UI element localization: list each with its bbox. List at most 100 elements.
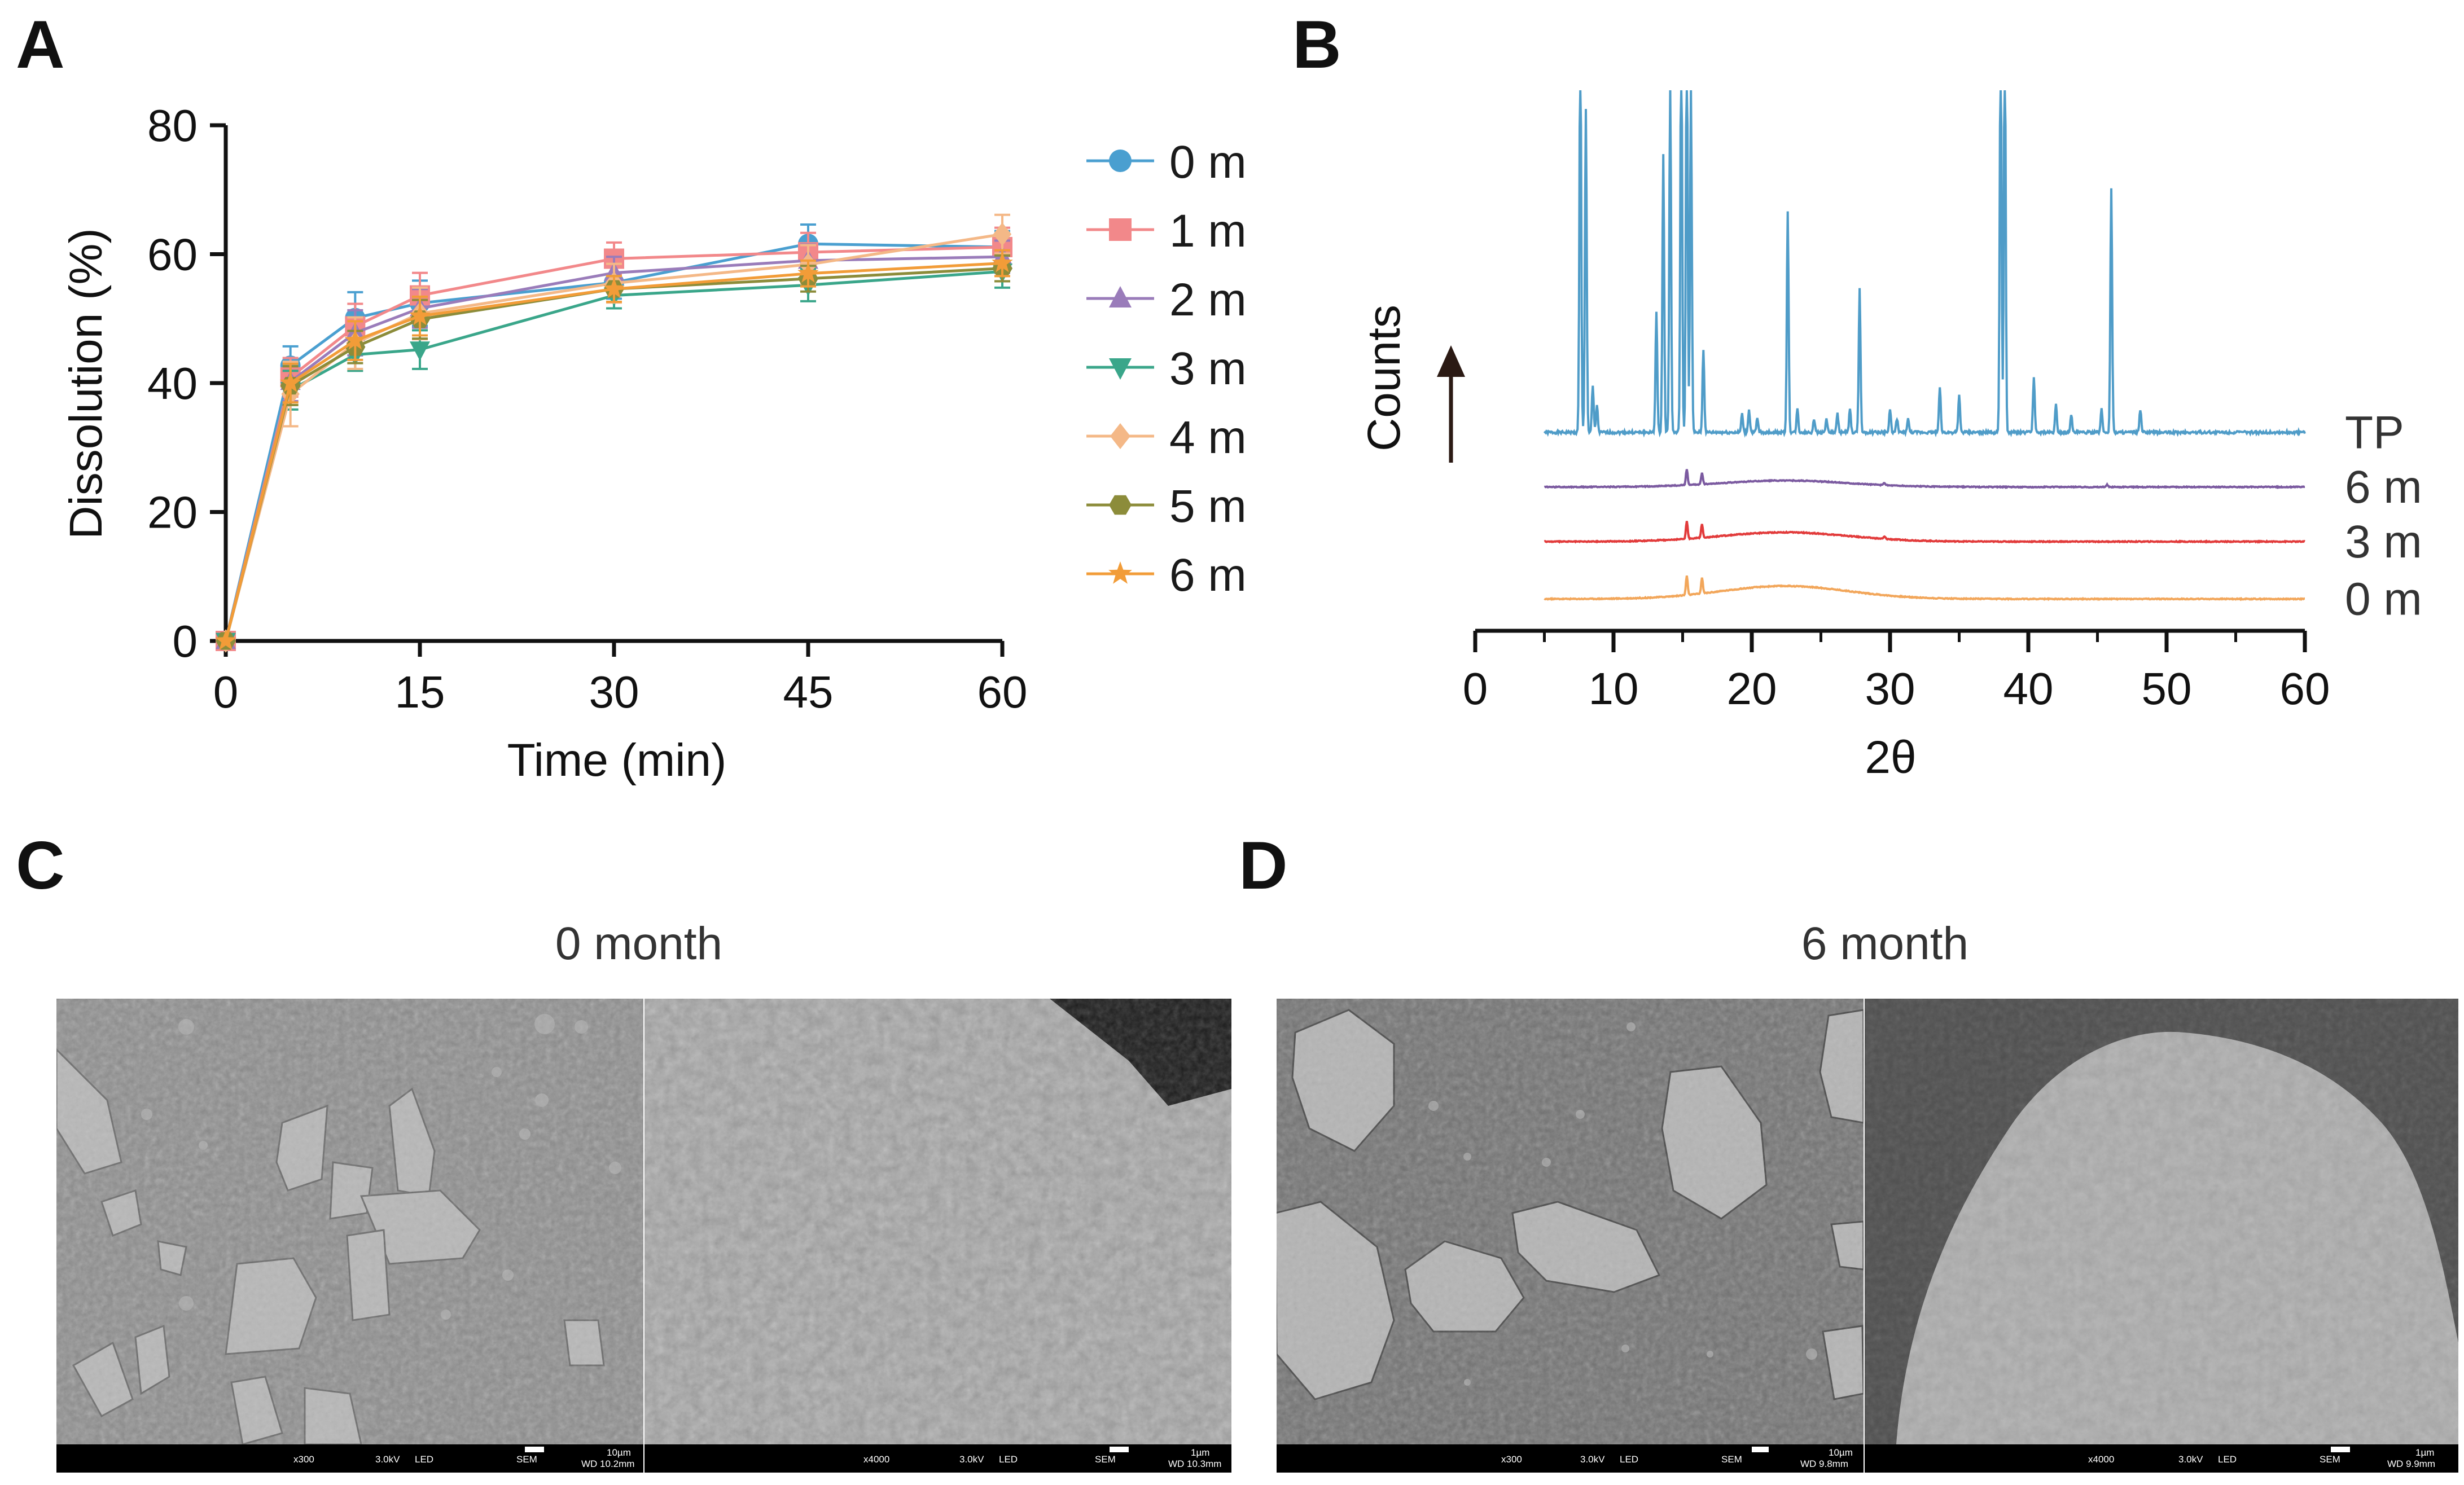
sem-mode-d-right: LED [2218, 1454, 2237, 1465]
legend-marker [1109, 286, 1132, 307]
data-point [993, 222, 1012, 246]
panel-letter-a: A [16, 7, 65, 82]
legend-marker [1109, 218, 1132, 241]
y-tick-label-a: 20 [147, 487, 198, 538]
pattern-label: 0 m [2345, 574, 2422, 625]
x-tick-label-a: 60 [977, 667, 1028, 717]
xrd-chart: 2θ Counts 0 10 20 30 40 50 60 TP6 m3 m 0 m [1358, 90, 2422, 783]
sem-det-d-left: SEM [1721, 1454, 1742, 1465]
xrd-line [1544, 469, 2305, 490]
sem-det-c-right: SEM [1095, 1454, 1116, 1465]
series-6-m [215, 249, 1013, 650]
sem-info-bar-d-left: x300 3.0kV LED SEM 10µm WD 9.8mm [1277, 1444, 1864, 1473]
sem-info-bar-c-right: x4000 3.0kV LED SEM 1µm WD 10.3mm [645, 1444, 1231, 1473]
x-tick-label-a: 45 [783, 667, 834, 717]
sem-mode-d-left: LED [1620, 1454, 1638, 1465]
sem-mag-d-right: x4000 [2088, 1454, 2114, 1465]
legend-item-0-m: 0 m [1086, 137, 1247, 188]
sem-mag-c-left: x300 [293, 1454, 314, 1465]
legend-marker [1109, 150, 1132, 172]
panel-letter-b: B [1292, 7, 1341, 82]
sem-mode-c-right: LED [999, 1454, 1018, 1465]
legend-label: 5 m [1169, 481, 1247, 532]
y-tick-label-a: 60 [147, 230, 198, 280]
sem-image-0-month-low-mag [56, 999, 643, 1444]
pattern-label: TP [2345, 407, 2404, 458]
data-point [409, 305, 431, 326]
sem-info-bar-c-left: x300 3.0kV LED SEM 10µm WD 10.2mm [56, 1444, 643, 1473]
sem-wd-d-right: WD 9.9mm [2387, 1458, 2435, 1469]
x-tick-label-b: 40 [2003, 664, 2054, 714]
sem-kv-d-left: 3.0kV [1580, 1454, 1605, 1465]
y-axis-label-b: Counts [1358, 305, 1410, 451]
legend-label: 6 m [1169, 550, 1247, 601]
counts-arrow [1437, 345, 1465, 463]
legend-marker [1108, 561, 1132, 584]
panel-c-title: 0 month [555, 918, 722, 969]
x-tick-label-b: 30 [1865, 664, 1915, 714]
data-point [797, 262, 819, 283]
legend-marker [1109, 495, 1132, 515]
scale-bar-d-left [1752, 1447, 1769, 1452]
panel-d-title: 6 month [1801, 918, 1968, 969]
sem-wd-c-right: WD 10.3mm [1168, 1458, 1221, 1469]
legend-item-3-m: 3 m [1086, 343, 1247, 394]
legend-item-2-m: 2 m [1086, 274, 1247, 326]
sem-kv-d-right: 3.0kV [2178, 1454, 2203, 1465]
x-tick-label-b: 50 [2142, 664, 2192, 714]
legend-label: 2 m [1169, 274, 1247, 326]
series-line [224, 267, 1003, 642]
pattern-label: 6 m [2345, 462, 2422, 513]
y-tick-label-a: 80 [147, 100, 198, 151]
legend-marker [1110, 423, 1130, 449]
y-tick-label-a: 40 [147, 358, 198, 408]
scale-bar-c-right [1110, 1447, 1129, 1452]
x-tick-label-a: 15 [395, 667, 445, 717]
data-point [410, 341, 430, 361]
sem-kv-c-left: 3.0kV [375, 1454, 400, 1465]
panel-letter-c: C [16, 828, 65, 903]
data-point [215, 630, 236, 650]
sem-mag-c-right: x4000 [863, 1454, 889, 1465]
x-tick-label-b: 10 [1589, 664, 1639, 714]
sem-scale-d-right: 1µm [2415, 1447, 2434, 1458]
sem-scale-d-left: 10µm [1829, 1447, 1853, 1458]
x-tick-label-b: 20 [1727, 664, 1777, 714]
sem-scale-c-left: 10µm [607, 1447, 631, 1458]
xrd-line [1543, 90, 2306, 438]
xrd-line [1544, 521, 2305, 544]
sem-image-6-month-high-mag [1865, 999, 2458, 1444]
legend-item-1-m: 1 m [1086, 205, 1247, 257]
xrd-pattern-TP: TP [1543, 90, 2404, 458]
legend-label: 0 m [1169, 137, 1247, 188]
sem-wd-c-left: WD 10.2mm [581, 1458, 634, 1469]
sem-mode-c-left: LED [415, 1454, 433, 1465]
series-5-m [216, 254, 1012, 650]
sem-wd-d-left: WD 9.8mm [1800, 1458, 1848, 1469]
scale-bar-d-right [2331, 1447, 2350, 1452]
legend-label: 1 m [1169, 205, 1247, 257]
legend-item-5-m: 5 m [1086, 481, 1247, 532]
scale-bar-c-left [525, 1447, 544, 1452]
sem-kv-c-right: 3.0kV [959, 1454, 984, 1465]
x-tick-label-a: 30 [589, 667, 639, 717]
sem-det-c-left: SEM [516, 1454, 537, 1465]
x-axis-label-a: Time (min) [507, 735, 727, 786]
xrd-pattern-6-m: 6 m [1544, 462, 2422, 513]
data-point [344, 329, 366, 350]
sem-det-d-right: SEM [2320, 1454, 2340, 1465]
sem-image-6-month-low-mag [1277, 999, 1864, 1444]
x-tick-label-a: 0 [213, 667, 239, 717]
sem-scale-c-right: 1µm [1191, 1447, 1209, 1458]
legend-item-4-m: 4 m [1086, 412, 1247, 463]
legend-label: 4 m [1169, 412, 1247, 463]
legend-marker [1109, 358, 1132, 380]
legend-label: 3 m [1169, 343, 1247, 394]
xrd-pattern-3-m: 3 m [1544, 516, 2422, 568]
pattern-label: 3 m [2345, 516, 2422, 568]
panel-letter-d: D [1239, 828, 1288, 903]
legend-item-6-m: 6 m [1086, 550, 1247, 601]
x-tick-label-b: 60 [2280, 664, 2330, 714]
sem-mag-d-left: x300 [1501, 1454, 1522, 1465]
